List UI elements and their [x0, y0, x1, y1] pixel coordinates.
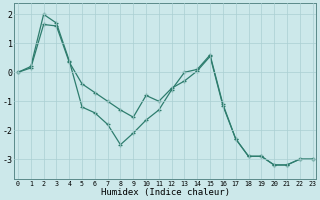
X-axis label: Humidex (Indice chaleur): Humidex (Indice chaleur) [101, 188, 230, 197]
